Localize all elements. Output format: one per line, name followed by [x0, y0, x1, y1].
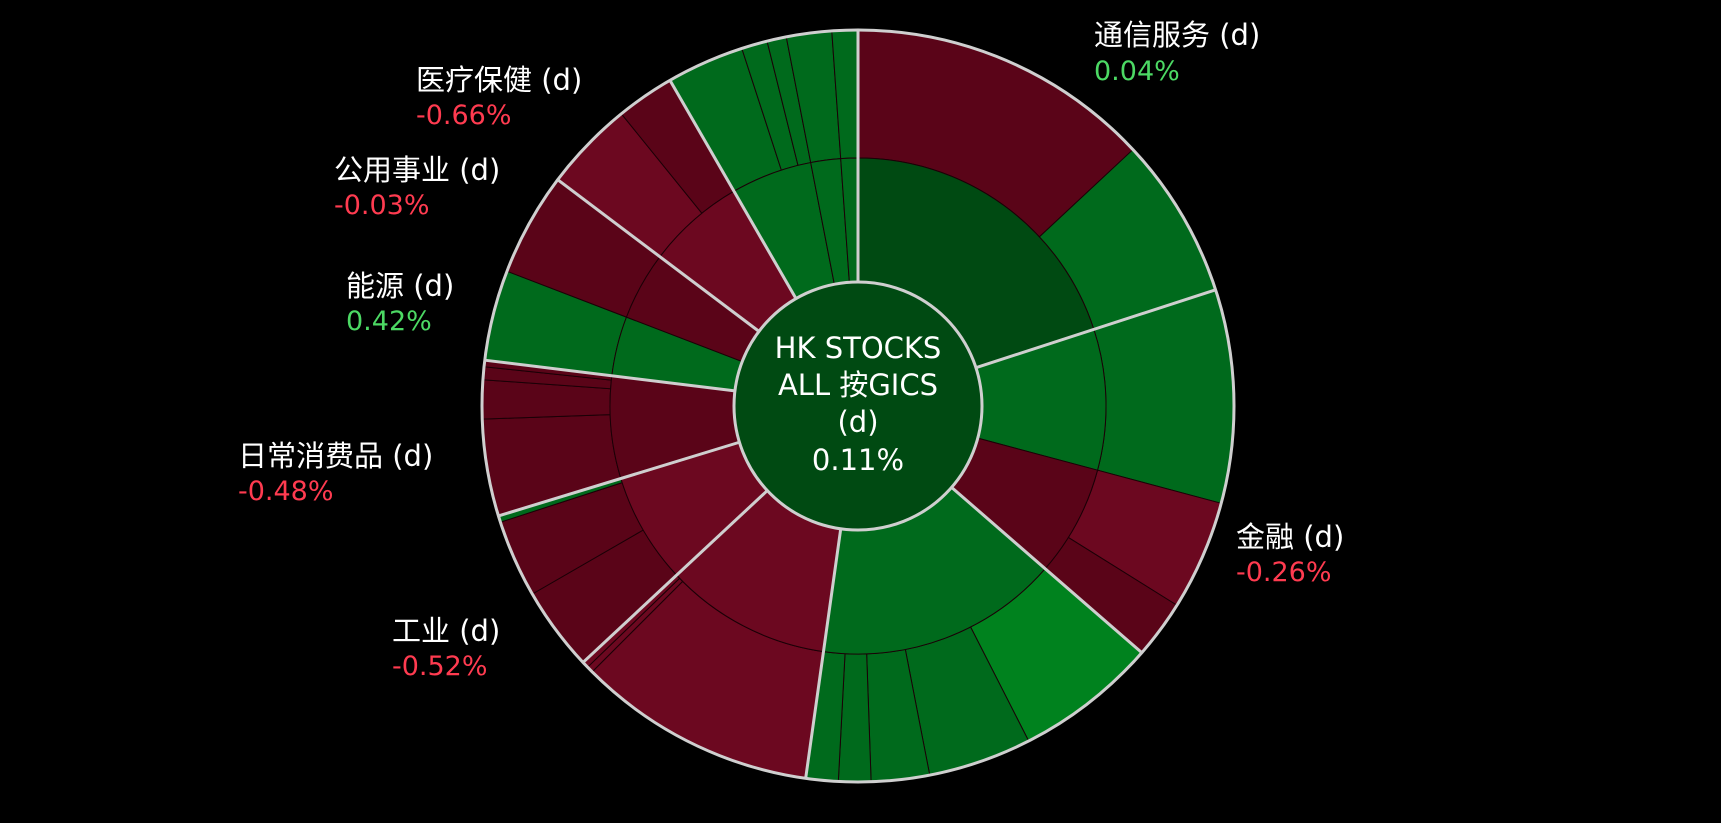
- sector-separator-5: [497, 440, 740, 518]
- sector-change-industrials: -0.52%: [392, 651, 488, 682]
- sector-separator-2: [950, 486, 1143, 654]
- sector-change-communication: 0.04%: [1094, 56, 1180, 87]
- sector-label-energy: 能源 (d): [346, 269, 454, 303]
- center-disc[interactable]: [732, 280, 984, 532]
- sector-label-communication: 通信服务 (d): [1094, 18, 1260, 52]
- chart-border: [480, 28, 1236, 784]
- center-title-line-3: (d): [837, 405, 878, 439]
- sector-label-utilities: 公用事业 (d): [334, 153, 500, 187]
- center-title-line-1: HK STOCKS: [775, 331, 942, 365]
- stock-ring: [481, 29, 1235, 783]
- sector-separator-1: [975, 288, 1217, 370]
- sector-separator-3: [804, 528, 843, 779]
- sector-change-financials: -0.26%: [1236, 557, 1332, 588]
- sector-label-healthcare: 医疗保健 (d): [416, 63, 582, 97]
- sector-separator-7: [556, 178, 760, 333]
- sector-change-staples: -0.48%: [238, 476, 334, 507]
- sector-separators: [484, 30, 1217, 779]
- sector-label-industrials: 工业 (d): [392, 614, 500, 648]
- center-value: 0.11%: [812, 443, 904, 477]
- sector-separator-8: [668, 79, 798, 300]
- sector-change-energy: 0.42%: [346, 306, 432, 337]
- sector-separator-4: [581, 489, 769, 664]
- sector-label-financials: 金融 (d): [1236, 520, 1344, 554]
- sector-separator-6: [484, 358, 736, 393]
- sector-change-utilities: -0.03%: [334, 190, 430, 221]
- sector-change-healthcare: -0.66%: [416, 100, 512, 131]
- center-title-line-2: ALL 按GICS: [778, 368, 938, 402]
- sector-label-staples: 日常消费品 (d): [238, 439, 433, 473]
